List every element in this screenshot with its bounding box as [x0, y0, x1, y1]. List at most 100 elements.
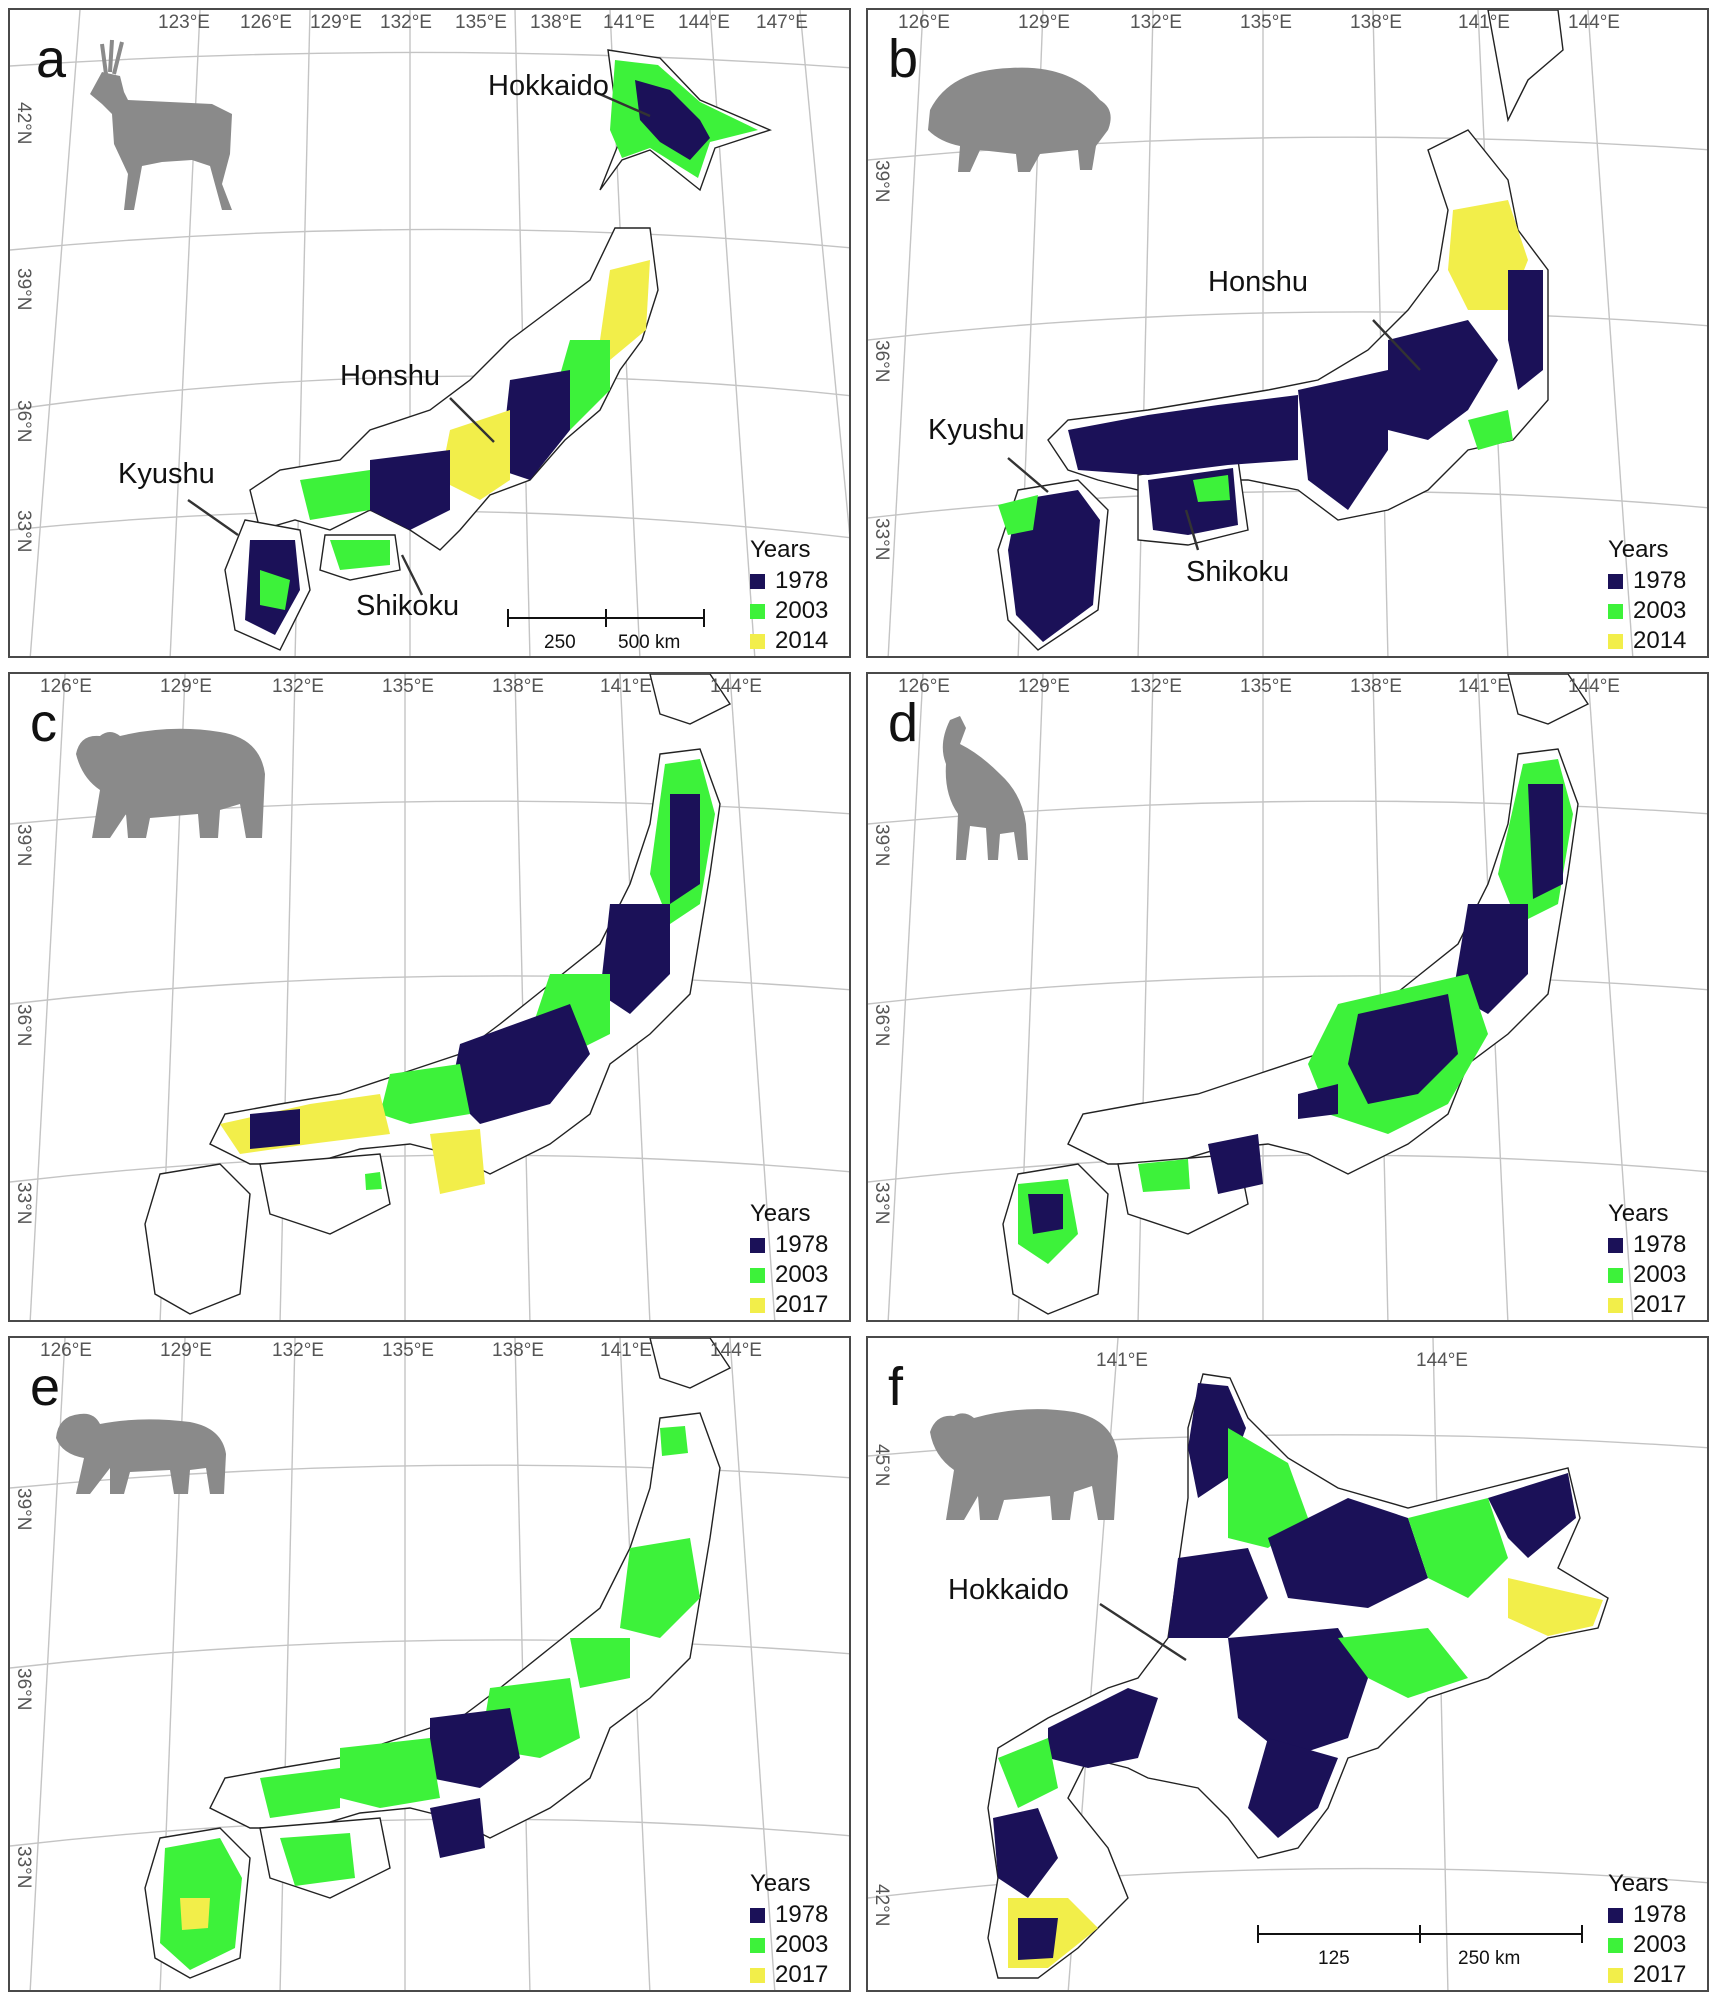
graticule	[10, 1338, 849, 1990]
scale-bar-line	[507, 609, 705, 627]
legend-item: 1978	[750, 1900, 828, 1930]
serow-icon	[930, 714, 1040, 864]
legend-item: 1978	[1608, 1230, 1686, 1260]
panel-letter: a	[36, 29, 67, 89]
lon-tick: 132°E	[1130, 12, 1182, 33]
legend: Years 1978 2003 2017	[750, 1870, 828, 1990]
legend-swatch	[1608, 1267, 1623, 1283]
lon-tick: 144°E	[710, 1340, 762, 1361]
lat-tick: 33°N	[871, 1182, 892, 1225]
legend-label: 1978	[775, 567, 829, 594]
legend-label: 1978	[1633, 1231, 1687, 1258]
legend-item: 1978	[1608, 566, 1686, 596]
lon-tick: 126°E	[40, 676, 92, 697]
legend-swatch	[750, 1937, 765, 1953]
lon-tick: 135°E	[1240, 676, 1292, 697]
legend-label: 2003	[775, 597, 829, 624]
region-label-shikoku: Shikoku	[1186, 556, 1290, 588]
lat-tick: 33°N	[13, 510, 34, 553]
lon-tick: 126°E	[898, 12, 950, 33]
lon-tick: 141°E	[1096, 1350, 1148, 1371]
lon-tick: 141°E	[603, 12, 655, 33]
legend-label: 2003	[775, 1931, 829, 1958]
map-canvas	[868, 10, 1707, 656]
legend-swatch	[1608, 1937, 1623, 1953]
map-panel-f-brown-bear: 141°E 144°E 45°N 42°N f Hokkaido 125 250…	[866, 1336, 1709, 1992]
region-label-kyushu: Kyushu	[928, 414, 1025, 446]
lat-tick: 45°N	[871, 1444, 892, 1487]
legend-item: 1978	[1608, 1900, 1686, 1930]
lat-tick: 33°N	[871, 518, 892, 561]
lon-tick: 126°E	[240, 12, 292, 33]
brown-bear-icon	[924, 1396, 1124, 1526]
legend-label: 2017	[1633, 1291, 1687, 1318]
lon-tick: 144°E	[1568, 12, 1620, 33]
legend-item: 2003	[1608, 1930, 1686, 1960]
japan-outline	[144, 674, 732, 1315]
lat-tick: 36°N	[13, 400, 34, 443]
lon-tick: 138°E	[492, 1340, 544, 1361]
lat-tick: 36°N	[13, 1004, 34, 1047]
lon-tick: 126°E	[898, 676, 950, 697]
distribution-layer	[245, 60, 758, 635]
panel-letter: b	[888, 29, 919, 89]
legend-label: 2003	[775, 1261, 829, 1288]
legend-label: 1978	[1633, 1901, 1687, 1928]
legend-title: Years	[1608, 536, 1669, 563]
legend-item: 2014	[1608, 626, 1686, 656]
lon-tick: 144°E	[1416, 1350, 1468, 1371]
lon-tick: 141°E	[600, 1340, 652, 1361]
legend-label: 2014	[1633, 627, 1687, 654]
legend-item: 2017	[750, 1960, 828, 1990]
lon-tick: 129°E	[1018, 676, 1070, 697]
map-panel-d-serow: 126°E 129°E 132°E 135°E 138°E 141°E 144°…	[866, 672, 1709, 1322]
legend-swatch	[1608, 1297, 1623, 1313]
legend-swatch	[750, 1967, 765, 1983]
scale-bar: 125 250 km	[1256, 1922, 1596, 1978]
legend-label: 2003	[1633, 597, 1687, 624]
lon-tick: 144°E	[710, 676, 762, 697]
scale-label-end: 500 km	[618, 632, 681, 653]
legend: Years 1978 2003 2017	[1608, 1870, 1686, 1990]
scale-label-end: 250 km	[1458, 1948, 1521, 1969]
legend-label: 2003	[1633, 1261, 1687, 1288]
scale-label-mid: 250	[544, 632, 576, 653]
lon-tick: 126°E	[40, 1340, 92, 1361]
legend-item: 2003	[750, 1260, 828, 1290]
legend-swatch	[1608, 1907, 1623, 1923]
legend-item: 2014	[750, 626, 828, 656]
legend-label: 1978	[775, 1231, 829, 1258]
scale-bar-line	[1257, 1925, 1583, 1943]
leader-shikoku	[400, 554, 424, 596]
legend-label: 1978	[775, 1901, 829, 1928]
leader-shikoku	[1184, 509, 1200, 551]
map-canvas	[10, 674, 849, 1320]
legend-item: 2003	[750, 596, 828, 626]
lon-tick: 144°E	[1568, 676, 1620, 697]
lon-tick: 138°E	[1350, 676, 1402, 697]
region-label-honshu: Honshu	[1208, 266, 1308, 298]
lat-tick: 39°N	[13, 1488, 34, 1531]
legend-item: 1978	[750, 1230, 828, 1260]
lat-tick: 33°N	[13, 1846, 34, 1889]
legend-title: Years	[750, 1870, 811, 1897]
map-panel-e-macaque: 126°E 129°E 132°E 135°E 138°E 141°E 144°…	[8, 1336, 851, 1992]
legend-title: Years	[750, 536, 811, 563]
legend-swatch	[1608, 1967, 1623, 1983]
macaque-icon	[50, 1398, 230, 1498]
lat-tick: 39°N	[13, 268, 34, 311]
lon-tick: 138°E	[1350, 12, 1402, 33]
lat-tick: 36°N	[13, 1668, 34, 1711]
sika-deer-icon	[62, 34, 262, 214]
lon-tick: 132°E	[380, 12, 432, 33]
leader-kyushu	[1007, 457, 1049, 493]
region-label-hokkaido: Hokkaido	[488, 70, 609, 102]
lon-tick: 123°E	[158, 12, 210, 33]
region-label-kyushu: Kyushu	[118, 458, 215, 490]
lon-tick: 147°E	[756, 12, 808, 33]
leader-honshu	[1372, 319, 1421, 371]
lon-tick: 144°E	[678, 12, 730, 33]
lat-tick: 39°N	[871, 160, 892, 203]
legend-swatch	[750, 633, 765, 649]
legend-item: 1978	[750, 566, 828, 596]
